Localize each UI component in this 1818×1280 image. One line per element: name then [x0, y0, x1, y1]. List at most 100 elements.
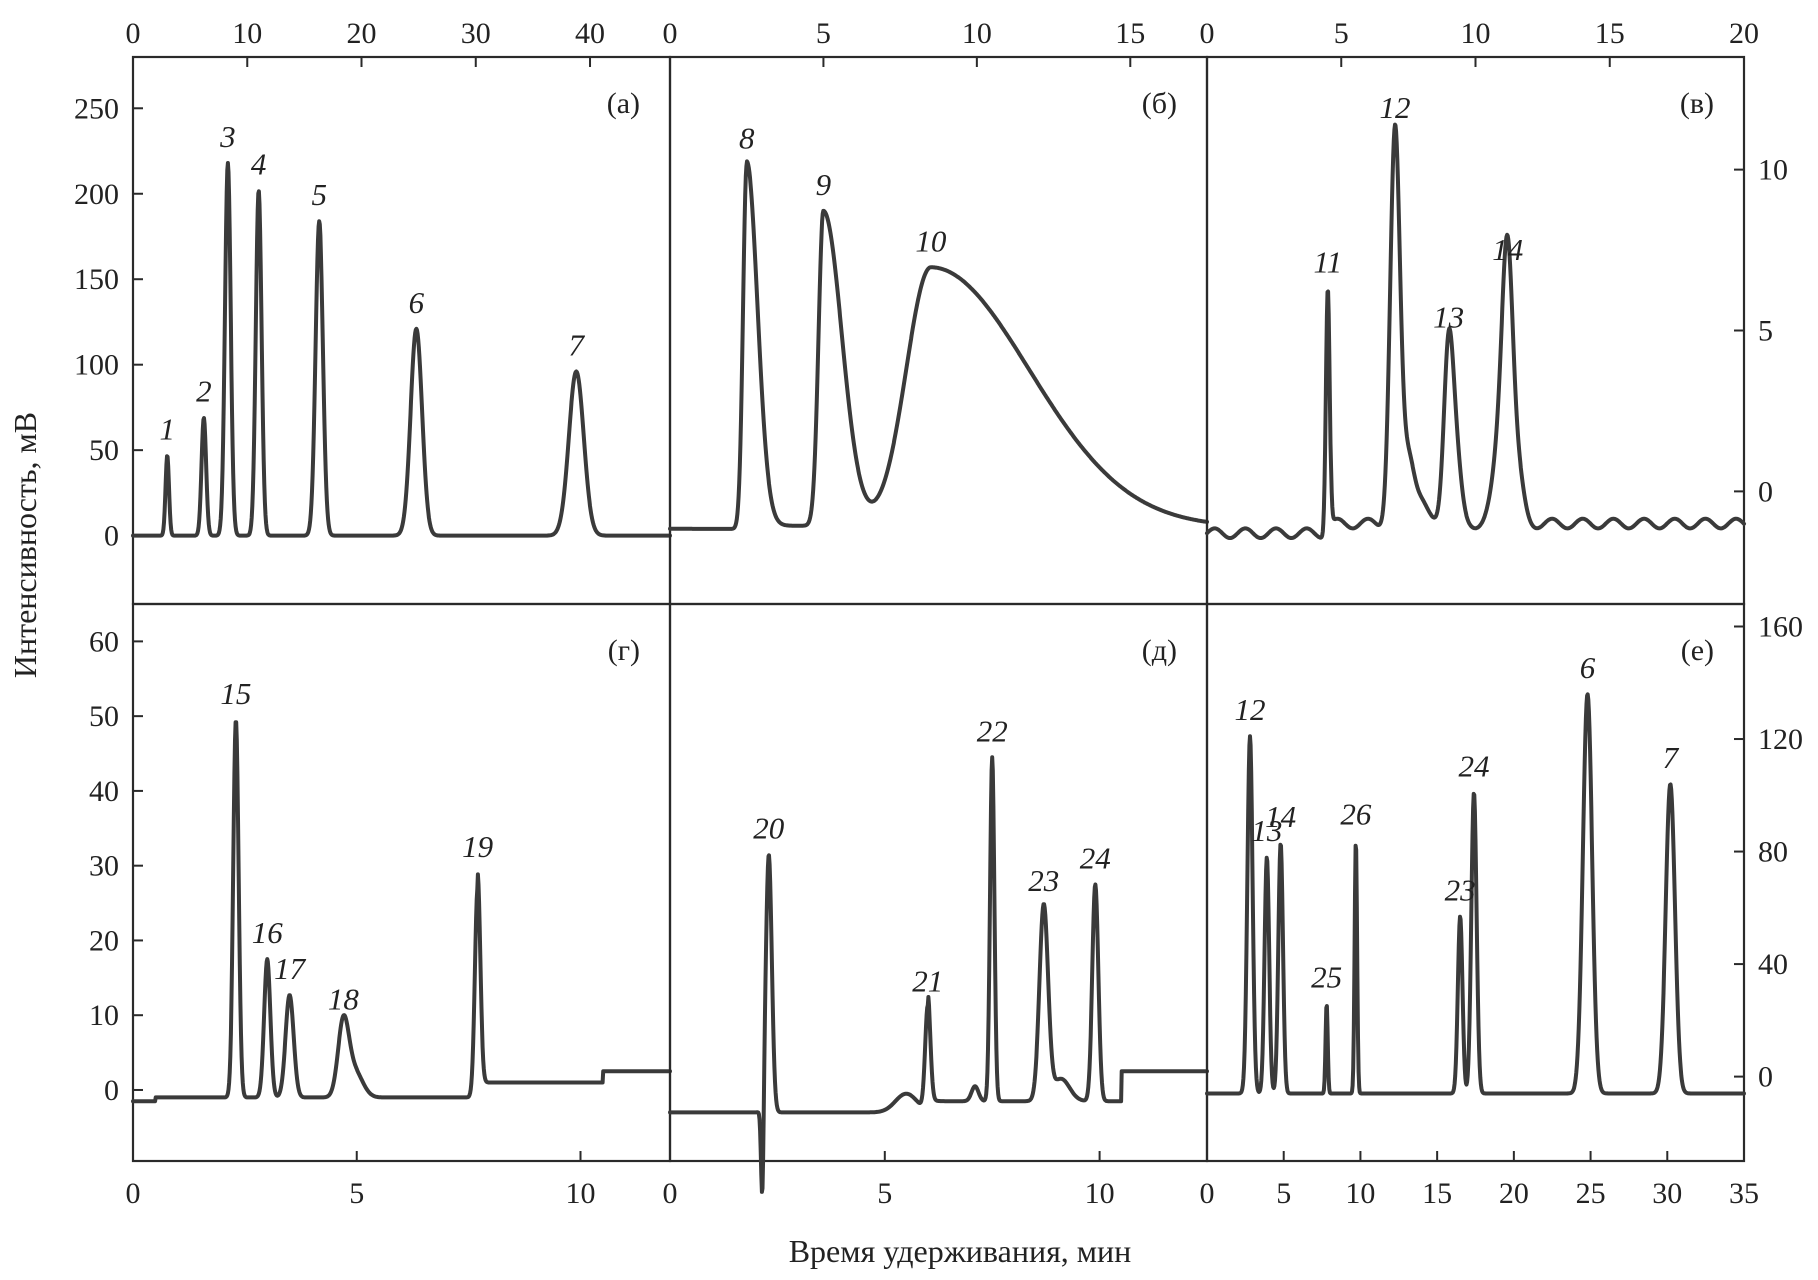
x-tick-label: 10	[1085, 1177, 1115, 1210]
x-tick-label: 20	[1499, 1177, 1529, 1210]
y-tick-label: 10	[89, 999, 119, 1032]
panel-tag: (д)	[1142, 634, 1177, 667]
x-tick-label: 0	[1200, 1177, 1215, 1210]
x-tick-label: 10	[566, 1177, 596, 1210]
peak-label-18: 18	[328, 982, 360, 1017]
chromatogram-trace	[131, 720, 672, 1104]
x-tick-label: 10	[962, 17, 992, 50]
panel-tag: (г)	[608, 634, 640, 667]
peak-label-2: 2	[196, 374, 212, 409]
panel-frame	[668, 602, 1209, 1163]
peak-label-19: 19	[462, 829, 493, 864]
peak-label-12: 12	[1379, 90, 1410, 125]
x-tick-label: 30	[1652, 1177, 1682, 1210]
peak-label-17: 17	[274, 951, 307, 986]
x-tick-label: 0	[126, 17, 141, 50]
y-tick-label: 0	[104, 520, 119, 553]
peak-label-11: 11	[1313, 245, 1342, 280]
peak-label-24: 24	[1080, 840, 1111, 875]
y-tick-label: 200	[74, 178, 119, 211]
peak-label-25: 25	[1311, 959, 1342, 994]
y-tick-label: 10	[1758, 154, 1788, 187]
panel-frame	[1205, 55, 1746, 606]
x-tick-label: 35	[1729, 1177, 1759, 1210]
x-tick-label: 15	[1422, 1177, 1452, 1210]
peak-label-15: 15	[220, 676, 251, 711]
x-tick-label: 0	[663, 1177, 678, 1210]
x-tick-label: 15	[1595, 17, 1625, 50]
x-tick-label: 30	[461, 17, 491, 50]
peak-label-6: 6	[409, 285, 425, 320]
peak-label-7: 7	[1663, 740, 1680, 775]
peak-label-13: 13	[1251, 813, 1282, 848]
y-tick-label: 120	[1758, 723, 1803, 756]
y-tick-label: 5	[1758, 315, 1773, 348]
panel-tag: (е)	[1681, 634, 1714, 667]
x-tick-label: 10	[1461, 17, 1491, 50]
peak-label-24: 24	[1458, 748, 1489, 783]
x-tick-label: 25	[1576, 1177, 1606, 1210]
peak-label-3: 3	[219, 119, 236, 154]
peak-label-12: 12	[1234, 692, 1265, 727]
x-tick-label: 5	[877, 1177, 892, 1210]
peak-label-14: 14	[1265, 799, 1296, 834]
peak-label-23: 23	[1028, 863, 1059, 898]
y-tick-label: 50	[89, 700, 119, 733]
chromatogram-trace	[668, 159, 1209, 531]
y-tick-label: 250	[74, 92, 119, 125]
panel-frame	[131, 602, 672, 1163]
y-tick-label: 160	[1758, 611, 1803, 644]
peak-label-1: 1	[160, 411, 176, 446]
x-tick-label: 20	[1729, 17, 1759, 50]
x-tick-label: 20	[347, 17, 377, 50]
x-tick-label: 0	[126, 1177, 141, 1210]
panel-frame	[1205, 602, 1746, 1163]
panel-c: 0 5 10 15 20 0 5 10 (в) 11 12 13 14	[1200, 17, 1788, 606]
peak-label-26: 26	[1340, 796, 1372, 831]
y-tick-label: 60	[89, 625, 119, 658]
y-tick-label: 0	[1758, 475, 1773, 508]
peak-label-14: 14	[1492, 232, 1523, 267]
peak-label-13: 13	[1433, 299, 1464, 334]
y-tick-label: 0	[104, 1074, 119, 1107]
y-tick-label: 50	[89, 434, 119, 467]
y-tick-label: 40	[1758, 948, 1788, 981]
x-tick-label: 0	[663, 17, 678, 50]
chromatogram-trace	[1205, 692, 1746, 1096]
peak-label-10: 10	[915, 223, 947, 258]
peak-label-7: 7	[569, 328, 586, 363]
peak-label-4: 4	[251, 146, 267, 181]
panel-e: 0 5 10 (д) 20 21 22 23 24	[663, 602, 1209, 1210]
y-axis-title: Интенсивность, мВ	[7, 412, 43, 678]
x-tick-label: 5	[816, 17, 831, 50]
x-tick-label: 5	[1276, 1177, 1291, 1210]
panel-tag: (а)	[607, 87, 640, 120]
x-axis-title: Время удерживания, мин	[789, 1233, 1132, 1269]
y-tick-label: 0	[1758, 1061, 1773, 1094]
panel-tag: (в)	[1680, 87, 1714, 120]
panel-b: 0 5 10 15 (б) 8 9 10	[663, 17, 1209, 606]
x-tick-label: 5	[349, 1177, 364, 1210]
x-tick-label: 5	[1334, 17, 1349, 50]
x-tick-label: 10	[232, 17, 262, 50]
peak-label-23: 23	[1445, 872, 1476, 907]
y-tick-label: 80	[1758, 836, 1788, 869]
panel-tag: (б)	[1142, 87, 1177, 120]
y-tick-label: 30	[89, 850, 119, 883]
y-tick-label: 20	[89, 924, 119, 957]
y-tick-label: 150	[74, 263, 119, 296]
peak-label-21: 21	[912, 964, 943, 999]
peak-label-22: 22	[977, 713, 1008, 748]
peak-label-8: 8	[739, 121, 755, 156]
peak-label-5: 5	[311, 177, 327, 212]
chromatogram-trace	[131, 161, 672, 538]
peak-label-9: 9	[816, 167, 832, 202]
peak-label-20: 20	[753, 810, 785, 845]
x-tick-label: 40	[575, 17, 605, 50]
peak-label-16: 16	[252, 915, 284, 950]
